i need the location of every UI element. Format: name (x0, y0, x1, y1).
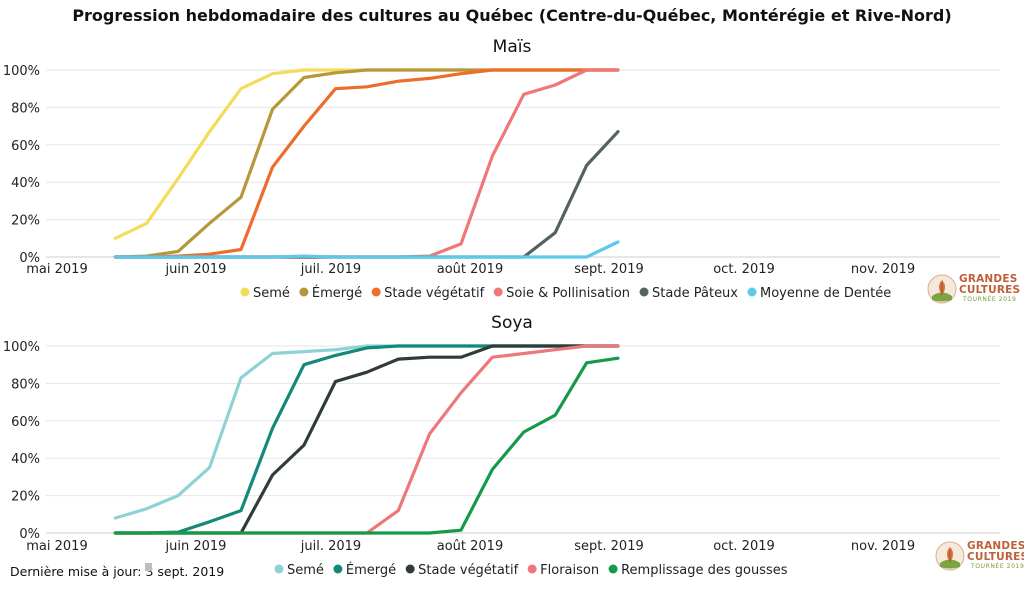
legend-item: Floraison (540, 563, 599, 578)
x-tick-label: oct. 2019 (713, 262, 775, 277)
x-tick-label: juil. 2019 (300, 539, 361, 554)
x-tick-label: nov. 2019 (851, 539, 915, 554)
y-tick-label: 40% (11, 452, 40, 467)
x-tick-label: mai 2019 (26, 539, 87, 554)
x-tick-label: oct. 2019 (713, 539, 775, 554)
wheat-emblem-icon (927, 274, 957, 304)
legend-marker (240, 287, 250, 297)
y-tick-label: 60% (11, 415, 40, 430)
chart-title: Soya (491, 313, 533, 333)
x-tick-label: sept. 2019 (574, 262, 643, 277)
legend-item: Stade végétatif (418, 563, 518, 578)
legend-item: Semé (287, 563, 324, 578)
legend-item: Moyenne de Dentée (760, 286, 891, 301)
legend-item: Soie & Pollinisation (506, 286, 630, 301)
y-tick-label: 80% (11, 101, 40, 116)
series-line (113, 356, 620, 535)
legend-item: Stade Pâteux (652, 286, 738, 301)
series-line (113, 68, 620, 240)
series-line (113, 240, 620, 259)
legend-item: Semé (253, 286, 290, 301)
y-tick-label: 0% (19, 527, 40, 542)
legend-marker (608, 564, 618, 574)
logo-line2: CULTURES (967, 551, 1024, 563)
wheat-emblem-icon (935, 541, 965, 571)
logo-line1: GRANDES (967, 540, 1024, 552)
y-tick-label: 100% (3, 64, 40, 79)
x-tick-label: juin 2019 (165, 262, 227, 277)
series-line (113, 68, 620, 259)
legend-marker (371, 287, 381, 297)
series-line (113, 68, 620, 259)
x-tick-label: août 2019 (437, 262, 503, 277)
x-tick-label: mai 2019 (26, 262, 87, 277)
legend-item: Stade végétatif (384, 286, 484, 301)
last-update-text: Dernière mise à jour: 3 sept. 2019 (10, 564, 225, 579)
logo-line2: CULTURES (959, 284, 1021, 296)
page-title: Progression hebdomadaire des cultures au… (72, 6, 952, 25)
legend-marker (747, 287, 757, 297)
chart-title: Maïs (493, 37, 532, 57)
y-tick-label: 0% (19, 251, 40, 266)
logo-line1: GRANDES (959, 273, 1018, 285)
y-tick-label: 100% (3, 340, 40, 355)
y-tick-label: 60% (11, 139, 40, 154)
y-tick-label: 20% (11, 214, 40, 229)
x-tick-label: juin 2019 (165, 539, 227, 554)
x-tick-label: nov. 2019 (851, 262, 915, 277)
series-line (113, 344, 620, 535)
legend-item: Remplissage des gousses (621, 563, 788, 578)
legend-marker (274, 564, 284, 574)
y-tick-label: 80% (11, 377, 40, 392)
legend-marker (493, 287, 503, 297)
legend-item: Émergé (346, 562, 396, 578)
series-line (113, 68, 620, 259)
legend-marker (639, 287, 649, 297)
footer-marker (145, 563, 152, 571)
x-tick-label: sept. 2019 (574, 539, 643, 554)
legend-marker (405, 564, 415, 574)
legend-marker (299, 287, 309, 297)
grandes-cultures-logo-top: GRANDES CULTURES TOURNÉE 2019 (927, 270, 1023, 310)
series-line (113, 344, 620, 535)
legend-item: Émergé (312, 285, 362, 301)
y-tick-label: 40% (11, 176, 40, 191)
x-tick-label: juil. 2019 (300, 262, 361, 277)
legend-marker (527, 564, 537, 574)
logo-line3: TOURNÉE 2019 (971, 563, 1024, 570)
legend-marker (333, 564, 343, 574)
y-tick-label: 20% (11, 490, 40, 505)
logo-line3: TOURNÉE 2019 (963, 296, 1017, 303)
grandes-cultures-logo-bottom: GRANDES CULTURES TOURNÉE 2019 (935, 537, 1024, 577)
x-tick-label: août 2019 (437, 539, 503, 554)
series-line (113, 344, 620, 535)
